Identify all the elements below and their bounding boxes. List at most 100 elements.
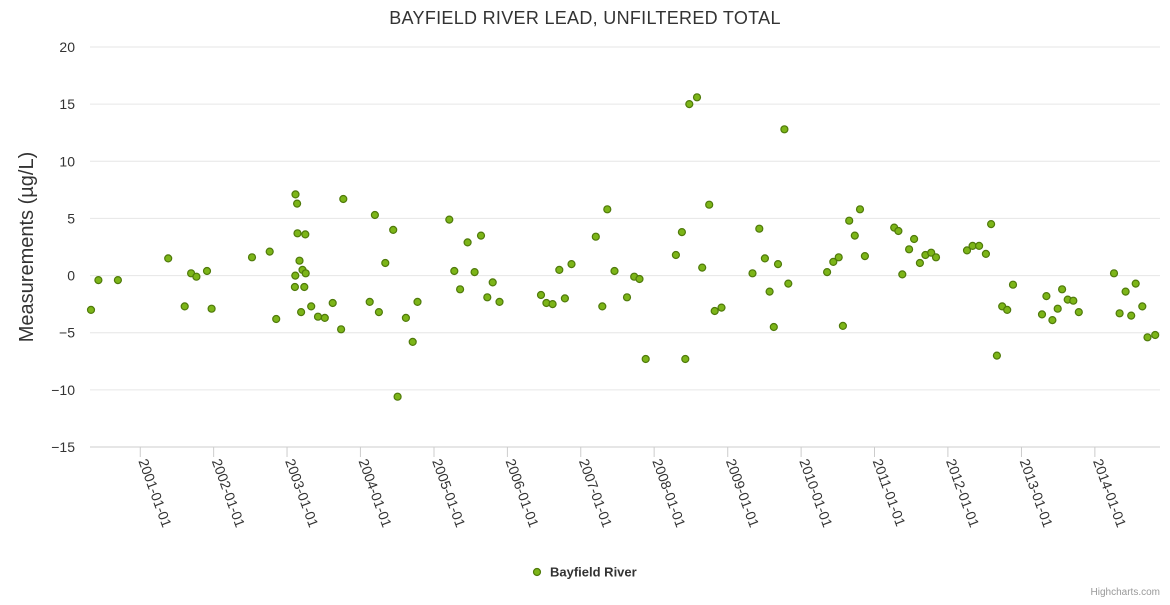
data-point[interactable]: [773, 260, 783, 269]
credits-link[interactable]: Highcharts.com: [1091, 587, 1160, 598]
data-point[interactable]: [710, 306, 719, 316]
data-point[interactable]: [635, 274, 644, 284]
data-point[interactable]: [909, 234, 919, 244]
data-point[interactable]: [610, 266, 619, 276]
data-point[interactable]: [904, 245, 914, 254]
data-point[interactable]: [265, 247, 274, 256]
data-point[interactable]: [765, 287, 774, 296]
data-point[interactable]: [291, 190, 300, 199]
data-point[interactable]: [307, 302, 316, 311]
data-point[interactable]: [450, 266, 459, 276]
data-point[interactable]: [677, 228, 687, 237]
data-point[interactable]: [829, 257, 838, 266]
data-point[interactable]: [456, 285, 465, 294]
data-point[interactable]: [755, 224, 764, 233]
data-point[interactable]: [1143, 333, 1152, 342]
data-point[interactable]: [598, 302, 607, 311]
data-point[interactable]: [1053, 304, 1062, 313]
data-point[interactable]: [748, 269, 757, 278]
data-point[interactable]: [685, 99, 694, 109]
data-point[interactable]: [272, 314, 281, 324]
data-point[interactable]: [483, 293, 492, 302]
data-point[interactable]: [1151, 330, 1160, 340]
data-point[interactable]: [1074, 308, 1083, 317]
data-point[interactable]: [671, 250, 681, 260]
data-point[interactable]: [1127, 311, 1136, 320]
data-point[interactable]: [927, 248, 936, 257]
data-point[interactable]: [320, 313, 329, 322]
data-point[interactable]: [717, 303, 726, 312]
data-point[interactable]: [207, 304, 216, 313]
data-point[interactable]: [567, 260, 576, 269]
data-point[interactable]: [1138, 302, 1147, 311]
legend-item-bayfield-river[interactable]: Bayfield River: [550, 565, 637, 580]
data-point[interactable]: [247, 253, 257, 262]
data-point[interactable]: [860, 252, 870, 261]
data-point[interactable]: [290, 282, 299, 292]
data-point[interactable]: [838, 321, 848, 330]
data-point[interactable]: [300, 282, 309, 292]
data-point[interactable]: [1069, 296, 1078, 305]
data-point[interactable]: [1057, 285, 1067, 294]
data-point[interactable]: [1008, 280, 1018, 289]
data-point[interactable]: [393, 392, 402, 401]
data-point[interactable]: [1042, 292, 1051, 301]
data-point[interactable]: [339, 194, 348, 204]
data-point[interactable]: [780, 125, 789, 134]
data-point[interactable]: [850, 231, 859, 240]
data-series-bayfield-river[interactable]: [86, 93, 1160, 401]
data-point[interactable]: [328, 298, 337, 308]
data-point[interactable]: [293, 229, 302, 238]
data-point[interactable]: [1048, 316, 1057, 325]
data-point[interactable]: [401, 313, 410, 322]
data-point[interactable]: [962, 246, 972, 255]
data-point[interactable]: [981, 249, 991, 258]
data-point[interactable]: [822, 268, 832, 277]
data-point[interactable]: [555, 265, 564, 274]
data-point[interactable]: [470, 268, 479, 277]
data-point[interactable]: [295, 256, 304, 265]
data-point[interactable]: [381, 258, 390, 268]
legend[interactable]: Bayfield River: [532, 565, 637, 580]
data-point[interactable]: [548, 300, 557, 309]
data-point[interactable]: [855, 205, 865, 214]
data-point[interactable]: [591, 232, 600, 241]
data-point[interactable]: [705, 200, 714, 209]
data-point[interactable]: [536, 290, 546, 300]
data-point[interactable]: [986, 220, 996, 229]
data-point[interactable]: [769, 322, 778, 332]
data-point[interactable]: [301, 269, 310, 278]
data-point[interactable]: [894, 226, 903, 236]
data-point[interactable]: [1003, 305, 1012, 314]
data-point[interactable]: [560, 294, 570, 303]
data-point[interactable]: [1037, 310, 1047, 319]
data-point[interactable]: [301, 230, 310, 239]
data-point[interactable]: [297, 308, 306, 317]
data-point[interactable]: [180, 302, 189, 311]
data-point[interactable]: [94, 276, 103, 285]
data-point[interactable]: [1109, 269, 1119, 278]
data-point[interactable]: [413, 297, 422, 306]
data-point[interactable]: [915, 258, 925, 268]
data-point[interactable]: [164, 254, 173, 263]
data-point[interactable]: [1115, 309, 1124, 318]
data-point[interactable]: [784, 279, 793, 288]
data-point[interactable]: [1131, 279, 1140, 288]
data-point[interactable]: [463, 238, 472, 247]
data-point[interactable]: [898, 270, 907, 279]
data-point[interactable]: [374, 308, 383, 317]
data-point[interactable]: [370, 210, 379, 220]
data-point[interactable]: [488, 278, 497, 287]
data-point[interactable]: [476, 231, 486, 240]
data-point[interactable]: [337, 325, 346, 334]
data-point[interactable]: [1121, 287, 1130, 296]
data-point[interactable]: [293, 199, 302, 208]
data-point[interactable]: [291, 271, 300, 280]
data-point[interactable]: [931, 253, 941, 262]
data-point[interactable]: [974, 241, 984, 250]
data-point[interactable]: [495, 297, 504, 306]
data-point[interactable]: [192, 272, 201, 281]
data-point[interactable]: [641, 354, 650, 364]
data-point[interactable]: [845, 216, 854, 225]
data-point[interactable]: [603, 205, 612, 214]
